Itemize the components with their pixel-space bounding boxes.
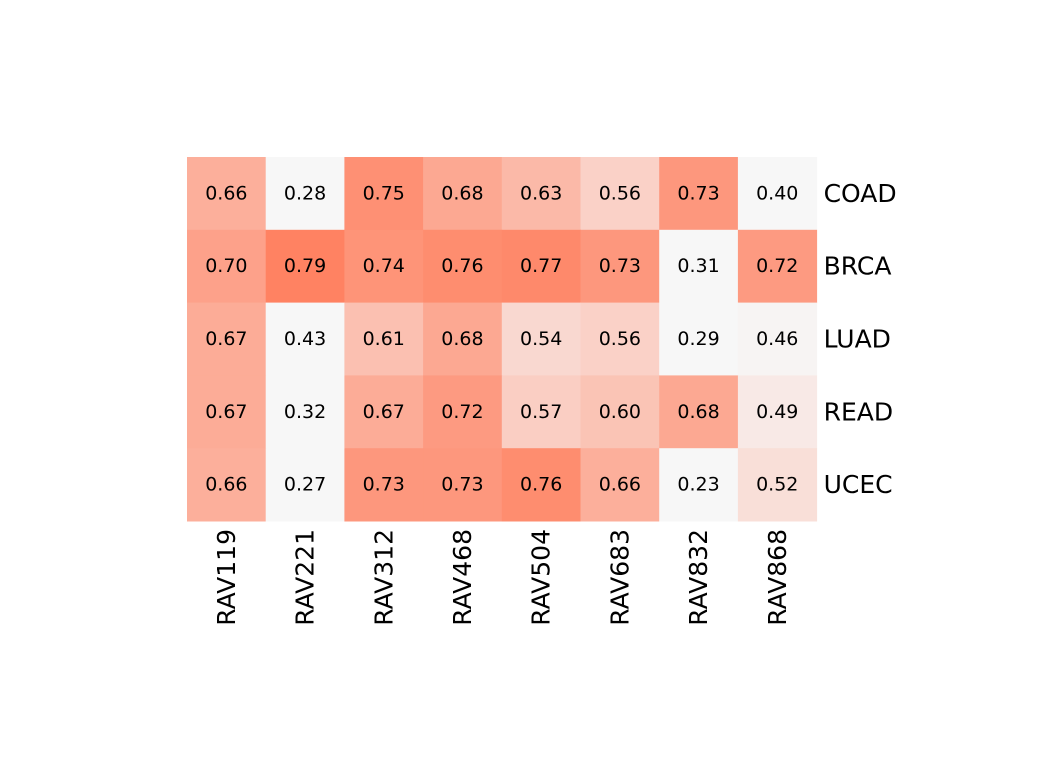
heatmap-cell-luad-rav119 [187, 302, 267, 376]
heatmap-cell-ucec-rav468 [423, 448, 503, 522]
cell-value-label: 0.67 [363, 401, 405, 423]
column-label-rav504: RAV504 [527, 529, 556, 626]
heatmap-cell-read-rav468 [423, 375, 503, 449]
cell-value-label: 0.56 [599, 328, 641, 350]
column-label-rav683: RAV683 [605, 529, 634, 626]
heatmap-cell-read-rav119 [187, 375, 267, 449]
row-label-luad: LUAD [824, 325, 891, 354]
row-label-read: READ [824, 397, 894, 426]
cell-value-label: 0.72 [441, 401, 483, 423]
row-label-brca: BRCA [824, 252, 892, 281]
heatmap-cell-read-rav683 [580, 375, 660, 449]
cell-value-label: 0.23 [677, 474, 719, 496]
cell-value-label: 0.52 [756, 474, 798, 496]
heatmap-cell-luad-rav868 [737, 302, 818, 376]
heatmap-cell-coad-rav119 [187, 157, 267, 231]
heatmap-cell-read-rav832 [659, 375, 739, 449]
column-label-rav119: RAV119 [212, 529, 241, 626]
heatmap-cell-brca-rav468 [423, 229, 503, 304]
cell-value-label: 0.40 [756, 182, 798, 204]
cell-value-label: 0.63 [520, 182, 562, 204]
cell-value-label: 0.76 [520, 474, 562, 496]
heatmap-cell-coad-rav312 [344, 157, 424, 231]
cell-value-label: 0.46 [756, 328, 798, 350]
cell-value-label: 0.29 [677, 328, 719, 350]
cell-value-label: 0.73 [599, 255, 641, 277]
cell-value-label: 0.77 [520, 255, 562, 277]
heatmap-cell-ucec-rav683 [580, 448, 660, 522]
heatmap-cell-luad-rav312 [344, 302, 424, 376]
heatmap-cell-ucec-rav832 [659, 448, 739, 522]
cell-value-label: 0.66 [599, 474, 641, 496]
heatmap-cell-ucec-rav221 [265, 448, 345, 522]
row-label-coad: COAD [824, 179, 897, 208]
heatmap-cell-luad-rav504 [501, 302, 581, 376]
heatmap-cell-brca-rav119 [187, 229, 267, 304]
heatmap-cell-luad-rav832 [659, 302, 739, 376]
column-label-rav868: RAV868 [763, 529, 792, 626]
heatmap-cell-brca-rav832 [659, 229, 739, 304]
heatmap-cell-brca-rav868 [737, 229, 818, 304]
heatmap-cell-ucec-rav312 [344, 448, 424, 522]
cell-value-label: 0.76 [441, 255, 483, 277]
cell-value-label: 0.57 [520, 401, 562, 423]
heatmap-cell-read-rav312 [344, 375, 424, 449]
cell-value-label: 0.68 [677, 401, 719, 423]
cell-value-label: 0.73 [363, 474, 405, 496]
cell-value-label: 0.49 [756, 401, 798, 423]
heatmap-cell-coad-rav504 [501, 157, 581, 231]
cell-value-label: 0.32 [284, 401, 326, 423]
cell-value-label: 0.74 [363, 255, 405, 277]
cell-value-label: 0.67 [205, 328, 247, 350]
column-label-rav832: RAV832 [684, 529, 713, 626]
cell-value-label: 0.72 [756, 255, 798, 277]
cell-value-label: 0.73 [677, 182, 719, 204]
cell-value-label: 0.31 [677, 255, 719, 277]
heatmap-cell-luad-rav221 [265, 302, 345, 376]
cell-value-label: 0.56 [599, 182, 641, 204]
cell-value-label: 0.70 [205, 255, 247, 277]
heatmap-cell-brca-rav504 [501, 229, 581, 304]
cell-value-label: 0.67 [205, 401, 247, 423]
heatmap-cell-brca-rav221 [265, 229, 345, 304]
cell-value-label: 0.27 [284, 474, 326, 496]
heatmap-cell-read-rav868 [737, 375, 818, 449]
heatmap-cell-brca-rav312 [344, 229, 424, 304]
heatmap-cell-ucec-rav504 [501, 448, 581, 522]
cell-value-label: 0.61 [363, 328, 405, 350]
cell-value-label: 0.60 [599, 401, 641, 423]
cell-value-label: 0.68 [441, 328, 483, 350]
column-label-rav468: RAV468 [448, 529, 477, 626]
heatmap-cell-coad-rav683 [580, 157, 660, 231]
row-label-ucec: UCEC [824, 470, 893, 499]
heatmap-cell-coad-rav221 [265, 157, 345, 231]
heatmap-cell-ucec-rav119 [187, 448, 267, 522]
cell-value-label: 0.54 [520, 328, 562, 350]
heatmap-cell-ucec-rav868 [737, 448, 818, 522]
cell-value-label: 0.28 [284, 182, 326, 204]
cell-value-label: 0.66 [205, 474, 247, 496]
cell-value-label: 0.68 [441, 182, 483, 204]
column-label-rav312: RAV312 [369, 529, 398, 626]
heatmap-cell-coad-rav868 [737, 157, 818, 231]
heatmap-cell-brca-rav683 [580, 229, 660, 304]
heatmap-cell-coad-rav468 [423, 157, 503, 231]
heatmap-cell-luad-rav683 [580, 302, 660, 376]
cell-value-label: 0.43 [284, 328, 326, 350]
cell-value-label: 0.73 [441, 474, 483, 496]
cell-value-label: 0.75 [363, 182, 405, 204]
heatmap-cell-read-rav221 [265, 375, 345, 449]
heatmap-cell-coad-rav832 [659, 157, 739, 231]
cell-value-label: 0.79 [284, 255, 326, 277]
heatmap-cell-luad-rav468 [423, 302, 503, 376]
column-label-rav221: RAV221 [291, 529, 320, 626]
heatmap-cell-read-rav504 [501, 375, 581, 449]
cell-value-label: 0.66 [205, 182, 247, 204]
